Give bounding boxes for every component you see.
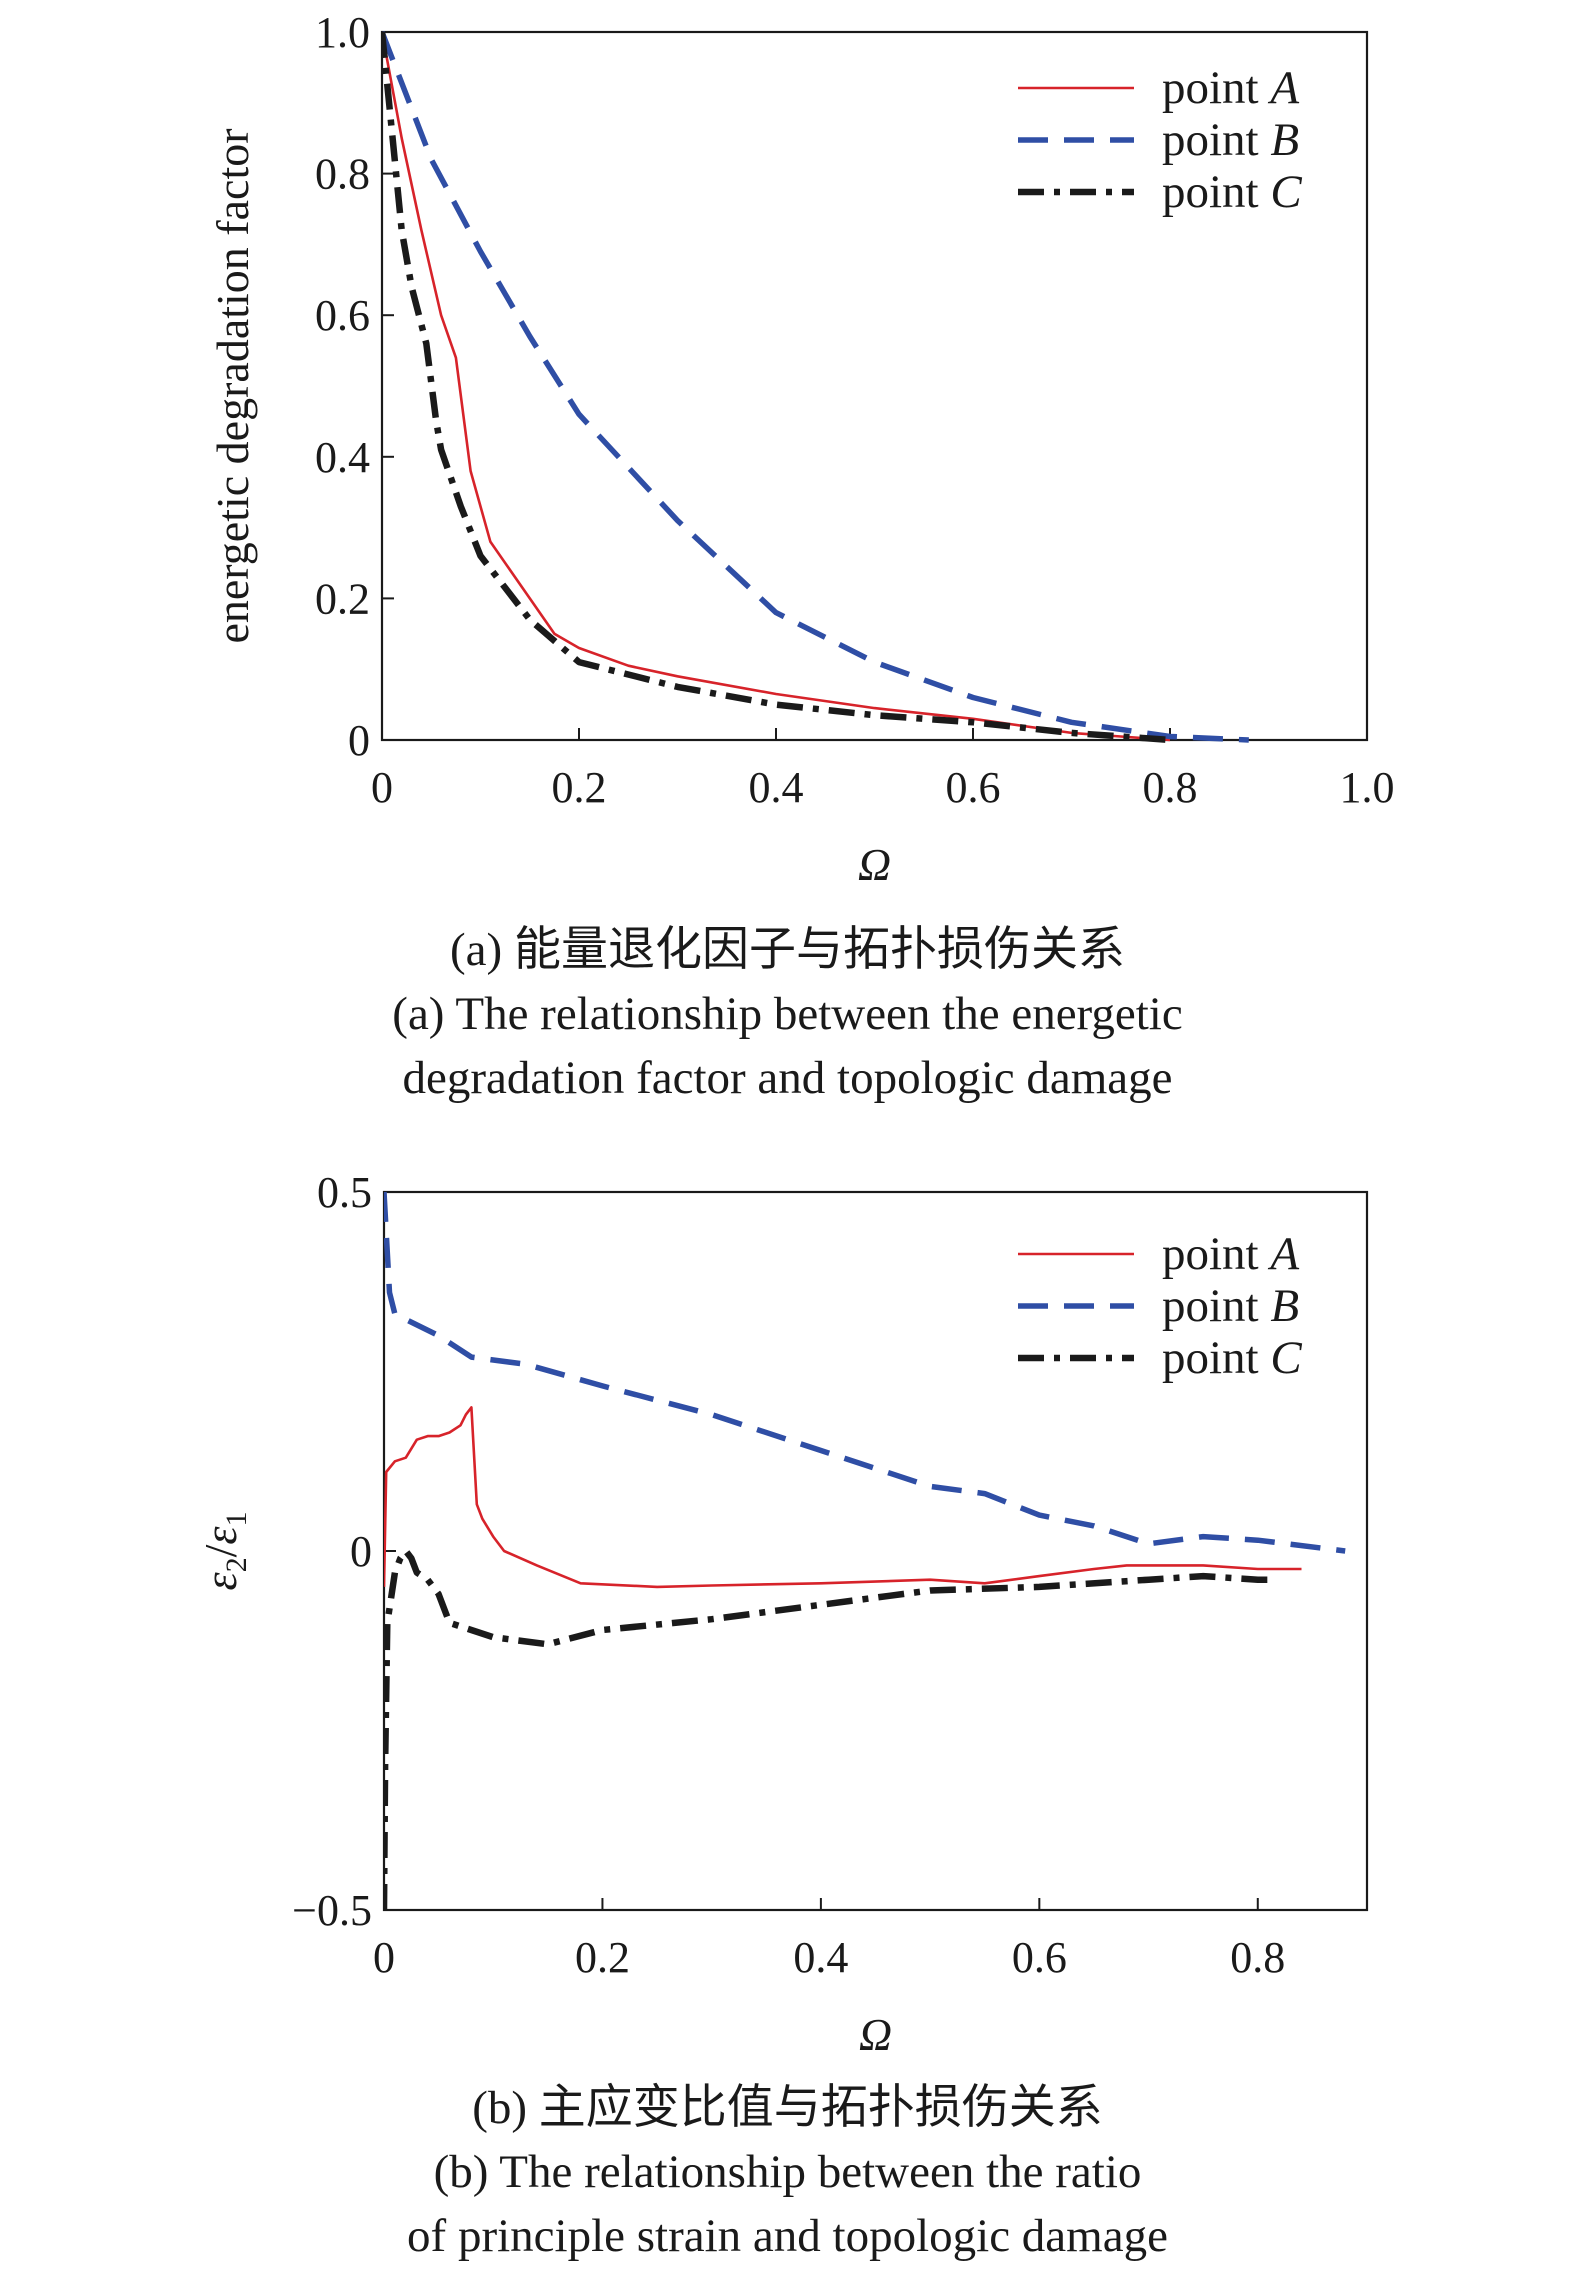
y-axis-label: ε2/ε1 bbox=[195, 1511, 253, 1590]
x-axis-label: Ω bbox=[858, 839, 891, 890]
caption-a-chinese: (a) 能量退化因子与拓扑损伤关系 bbox=[450, 924, 1125, 976]
legend-label-b: point B bbox=[1162, 114, 1299, 166]
series-line-b bbox=[384, 1191, 1346, 1554]
y-tick-label: 0.8 bbox=[315, 150, 370, 199]
x-axis-label: Ω bbox=[859, 2009, 892, 2060]
series-line-c bbox=[382, 31, 1171, 744]
x-tick-label: 0 bbox=[373, 1933, 395, 1982]
y-tick-label: 0 bbox=[350, 1527, 372, 1576]
y-tick-label: 0.5 bbox=[317, 1168, 372, 1217]
x-tick-label: 1.0 bbox=[1340, 763, 1395, 812]
y-tick-label: −0.5 bbox=[292, 1886, 372, 1935]
legend-label-c: point C bbox=[1162, 166, 1302, 218]
x-tick-label: 0.2 bbox=[575, 1933, 630, 1982]
legend-label-b: point B bbox=[1162, 1280, 1299, 1332]
series-line-c bbox=[384, 1547, 1269, 1911]
y-axis-label: energetic degradation factor bbox=[207, 128, 258, 643]
x-tick-label: 0.4 bbox=[793, 1933, 848, 1982]
plot-frame bbox=[380, 30, 1369, 742]
caption-a-english-line-1: (a) The relationship between the energet… bbox=[392, 988, 1183, 1040]
x-tick-label: 0.2 bbox=[552, 763, 607, 812]
x-tick-label: 0.8 bbox=[1230, 1933, 1285, 1982]
caption-b-english-line-2: of principle strain and topologic damage bbox=[407, 2210, 1168, 2262]
legend-label-a: point A bbox=[1162, 62, 1299, 114]
x-tick-label: 0.4 bbox=[749, 763, 804, 812]
y-tick-label: 1.0 bbox=[315, 8, 370, 57]
caption-b-english-line-1: (b) The relationship between the ratio bbox=[433, 2146, 1142, 2198]
x-tick-label: 0.8 bbox=[1143, 763, 1198, 812]
x-tick-label: 0.6 bbox=[1012, 1933, 1067, 1982]
caption-a-english-line-2: degradation factor and topologic damage bbox=[402, 1052, 1173, 1104]
legend-label-a: point A bbox=[1162, 1228, 1299, 1280]
chart-energetic-degradation: 0 0.2 0.4 0.6 0.8 1.0 0 0.2 0.4 0.6 0.8 1.0 Ωenerget… bbox=[207, 8, 1395, 890]
y-tick-label: 0 bbox=[348, 716, 370, 765]
x-tick-label: 0.6 bbox=[946, 763, 1001, 812]
caption-b-chinese: (b) 主应变比值与拓扑损伤关系 bbox=[472, 2082, 1103, 2134]
y-tick-label: 0.2 bbox=[315, 574, 370, 623]
series-line-a bbox=[384, 1406, 1302, 1589]
y-tick-label: 0.6 bbox=[315, 291, 370, 340]
caption-a: (a) 能量退化因子与拓扑损伤关系 (a) The relationship b… bbox=[0, 918, 1575, 1110]
series-line-a bbox=[382, 31, 1171, 742]
x-tick-label: 0 bbox=[371, 763, 393, 812]
legend-label-c: point C bbox=[1162, 1332, 1302, 1384]
y-tick-label: 0.4 bbox=[315, 433, 370, 482]
caption-b: (b) 主应变比值与拓扑损伤关系 (b) The relationship be… bbox=[0, 2076, 1575, 2268]
